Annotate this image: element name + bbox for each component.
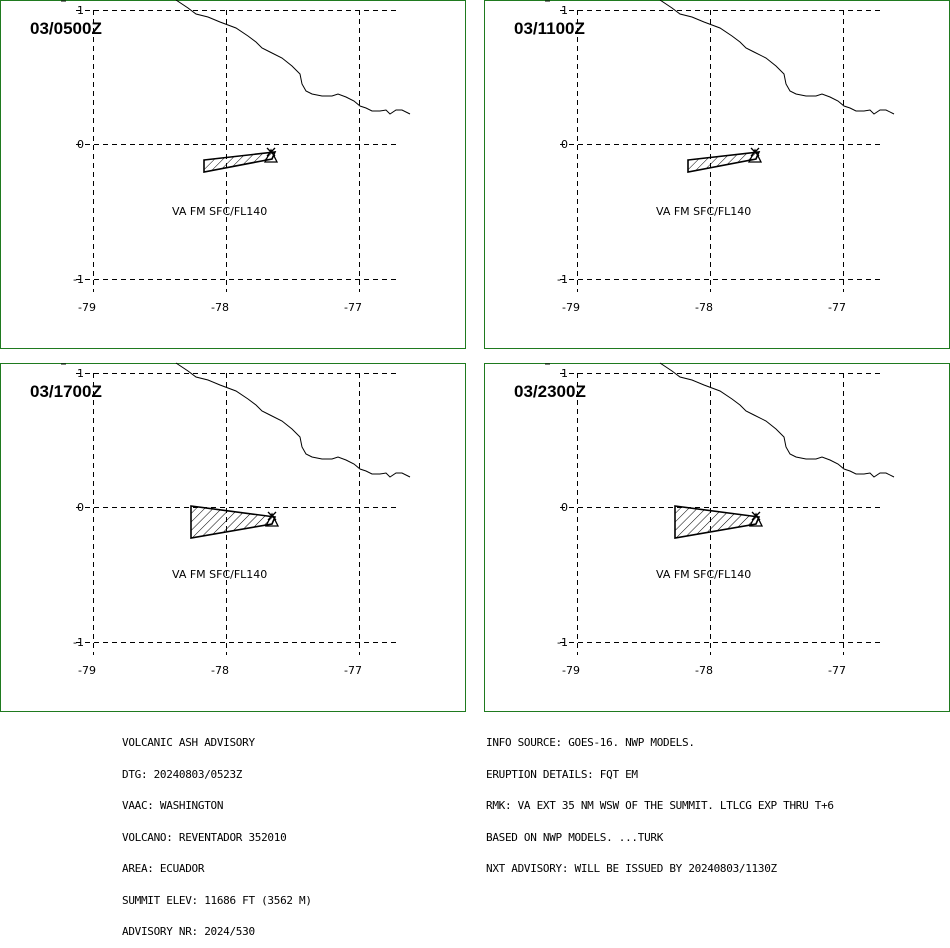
latitude-tick-label: 1 <box>77 4 84 17</box>
advisory-line: ERUPTION DETAILS: FQT EM <box>486 767 638 781</box>
advisory-line: INFO SOURCE: GOES-16. NWP MODELS. <box>486 736 695 749</box>
ash-level-label: VA FM SFC/FL140 <box>172 205 267 218</box>
longitude-tick-label: -77 <box>344 301 362 314</box>
latitude-tick-label: -1 <box>73 636 84 649</box>
graticule <box>76 373 400 655</box>
volcano-marker-icon <box>264 511 280 527</box>
longitude-tick-label: -78 <box>695 301 713 314</box>
advisory-details-block: INFO SOURCE: GOES-16. NWP MODELS. ERUPTI… <box>486 717 834 885</box>
volcano-marker-icon <box>748 511 764 527</box>
advisory-line: VAAC: WASHINGTON <box>122 799 224 812</box>
coastline <box>175 362 411 478</box>
longitude-tick-label: -78 <box>211 664 229 677</box>
advisory-header-block: VOLCANIC ASH ADVISORY DTG: 20240803/0523… <box>122 717 312 948</box>
panel-frame <box>484 0 950 349</box>
map-panel: 1 0 -1 -79 -78 -77 03/2300Z VA FM SFC/FL140 <box>484 362 950 712</box>
advisory-line: AREA: ECUADOR <box>122 862 205 875</box>
advisory-line: VOLCANO: REVENTADOR 352010 <box>122 830 287 844</box>
latitude-tick-label: 1 <box>561 367 568 380</box>
graticule <box>560 373 884 655</box>
ash-level-label: VA FM SFC/FL140 <box>656 568 751 581</box>
advisory-line: DTG: 20240803/0523Z <box>122 767 243 781</box>
panel-frame <box>0 363 466 712</box>
latitude-tick-label: 0 <box>77 138 84 151</box>
longitude-tick-label: -77 <box>828 664 846 677</box>
longitude-tick-label: -79 <box>78 664 96 677</box>
longitude-tick-label: -79 <box>562 301 580 314</box>
panel-frame <box>0 0 466 349</box>
longitude-tick-label: -77 <box>344 664 362 677</box>
coastline <box>659 0 895 115</box>
forecast-map-grid: 1 0 -1 -79 -78 -77 03/0500Z VA FM SFC/FL140 1 0 -1… <box>0 0 950 712</box>
forecast-time-label: 03/2300Z <box>514 382 586 401</box>
latitude-tick-label: 0 <box>77 501 84 514</box>
latitude-tick-label: 0 <box>561 501 568 514</box>
latitude-tick-label: 1 <box>77 367 84 380</box>
ash-level-label: VA FM SFC/FL140 <box>656 205 751 218</box>
advisory-line: ADVISORY NR: 2024/530 <box>122 925 255 938</box>
longitude-tick-label: -77 <box>828 301 846 314</box>
coastline <box>175 0 411 115</box>
ash-level-label: VA FM SFC/FL140 <box>172 568 267 581</box>
advisory-line: SUMMIT ELEV: 11686 FT (3562 M) <box>122 893 312 907</box>
volcano-marker-icon <box>747 147 763 163</box>
coastline <box>659 362 895 478</box>
forecast-time-label: 03/1100Z <box>514 19 585 38</box>
latitude-tick-label: 1 <box>561 4 568 17</box>
latitude-tick-label: -1 <box>73 273 84 286</box>
graticule <box>560 10 884 292</box>
longitude-tick-label: -78 <box>695 664 713 677</box>
map-panel: 1 0 -1 -79 -78 -77 03/0500Z VA FM SFC/FL140 <box>0 0 466 349</box>
forecast-time-label: 03/0500Z <box>30 19 102 38</box>
ash-cloud-area <box>190 505 277 539</box>
panel-frame <box>484 363 950 712</box>
ash-cloud-area <box>687 151 761 173</box>
advisory-line: NXT ADVISORY: WILL BE ISSUED BY 20240803… <box>486 862 777 875</box>
longitude-tick-label: -79 <box>78 301 96 314</box>
longitude-tick-label: -79 <box>562 664 580 677</box>
map-panel: 1 0 -1 -79 -78 -77 03/1700Z VA FM SFC/FL140 <box>0 362 466 712</box>
advisory-line: RMK: VA EXT 35 NM WSW OF THE SUMMIT. LTL… <box>486 799 834 812</box>
forecast-time-label: 03/1700Z <box>30 382 102 401</box>
advisory-line: VOLCANIC ASH ADVISORY <box>122 736 255 749</box>
map-panel: 1 0 -1 -79 -78 -77 03/1100Z VA FM SFC/FL140 <box>484 0 950 349</box>
advisory-line: BASED ON NWP MODELS. ...TURK <box>486 830 664 844</box>
latitude-tick-label: -1 <box>557 636 568 649</box>
volcano-marker-icon <box>263 147 279 163</box>
latitude-tick-label: -1 <box>557 273 568 286</box>
longitude-tick-label: -78 <box>211 301 229 314</box>
ash-cloud-area <box>203 151 277 173</box>
latitude-tick-label: 0 <box>561 138 568 151</box>
graticule <box>76 10 400 292</box>
ash-cloud-area <box>674 505 761 539</box>
